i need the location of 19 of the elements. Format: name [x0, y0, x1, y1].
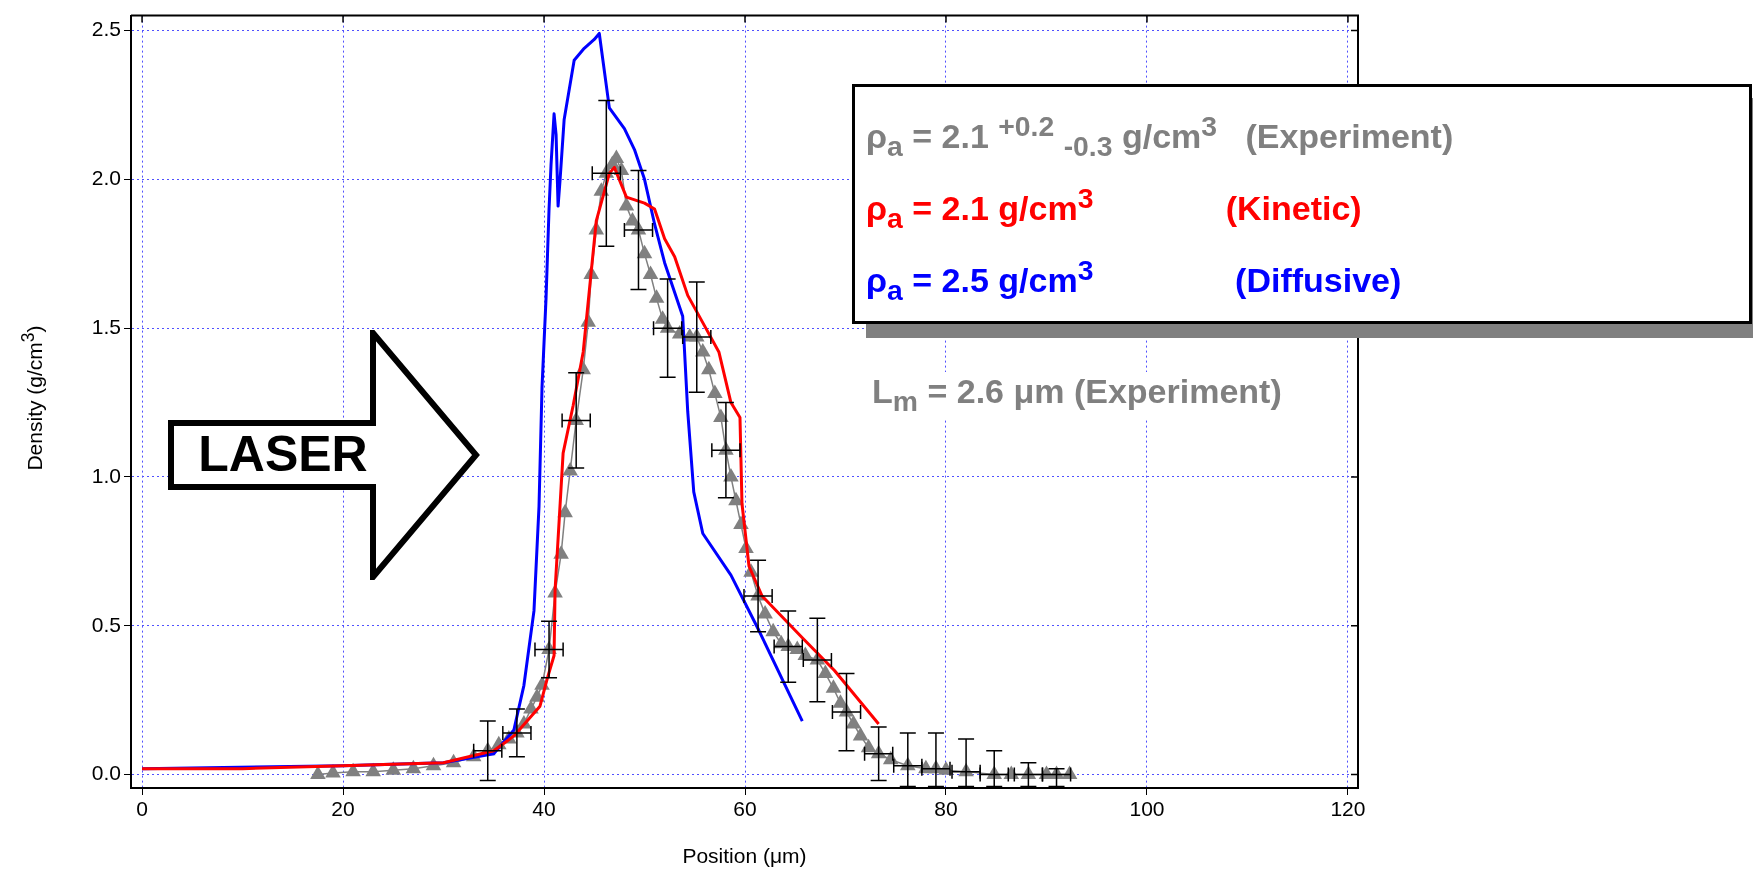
x-tick-label: 100 — [1129, 797, 1165, 821]
text: ρ$_{a}$ = 2.5 g/cm$^{3}$ (Diffusive) — [866, 254, 1402, 307]
y-tick-label: 1.5 — [91, 314, 121, 338]
x-axis-title: Position (μm) — [682, 844, 807, 868]
y-tick-label: 2.5 — [91, 17, 121, 41]
text: ρ$_{a}$ = 2.1 $^{+0.2}$ $_{-0.3}$ g/cm$^{3}$ (Experiment) — [866, 109, 1455, 165]
y-tick-label: 1.0 — [91, 463, 121, 487]
x-tick-label: 0 — [136, 797, 148, 821]
y-tick-label: 2.0 — [91, 166, 121, 190]
annotation: L$_{m}$ = 2.6 μm (Experiment) — [872, 372, 1282, 418]
x-tick-label: 20 — [331, 797, 355, 821]
x-tick-label: 60 — [733, 797, 757, 821]
annotation: LASER — [197, 425, 369, 483]
y-tick-label: 0.5 — [91, 612, 121, 636]
text: ρ$_{a}$ = 2.1 g/cm$^{3}$ (Kinetic) — [866, 182, 1362, 235]
x-tick-label: 120 — [1330, 797, 1366, 821]
x-tick-label: 80 — [934, 797, 958, 821]
y-tick-label: 0.0 — [91, 761, 121, 785]
x-tick-label: 40 — [532, 797, 556, 821]
